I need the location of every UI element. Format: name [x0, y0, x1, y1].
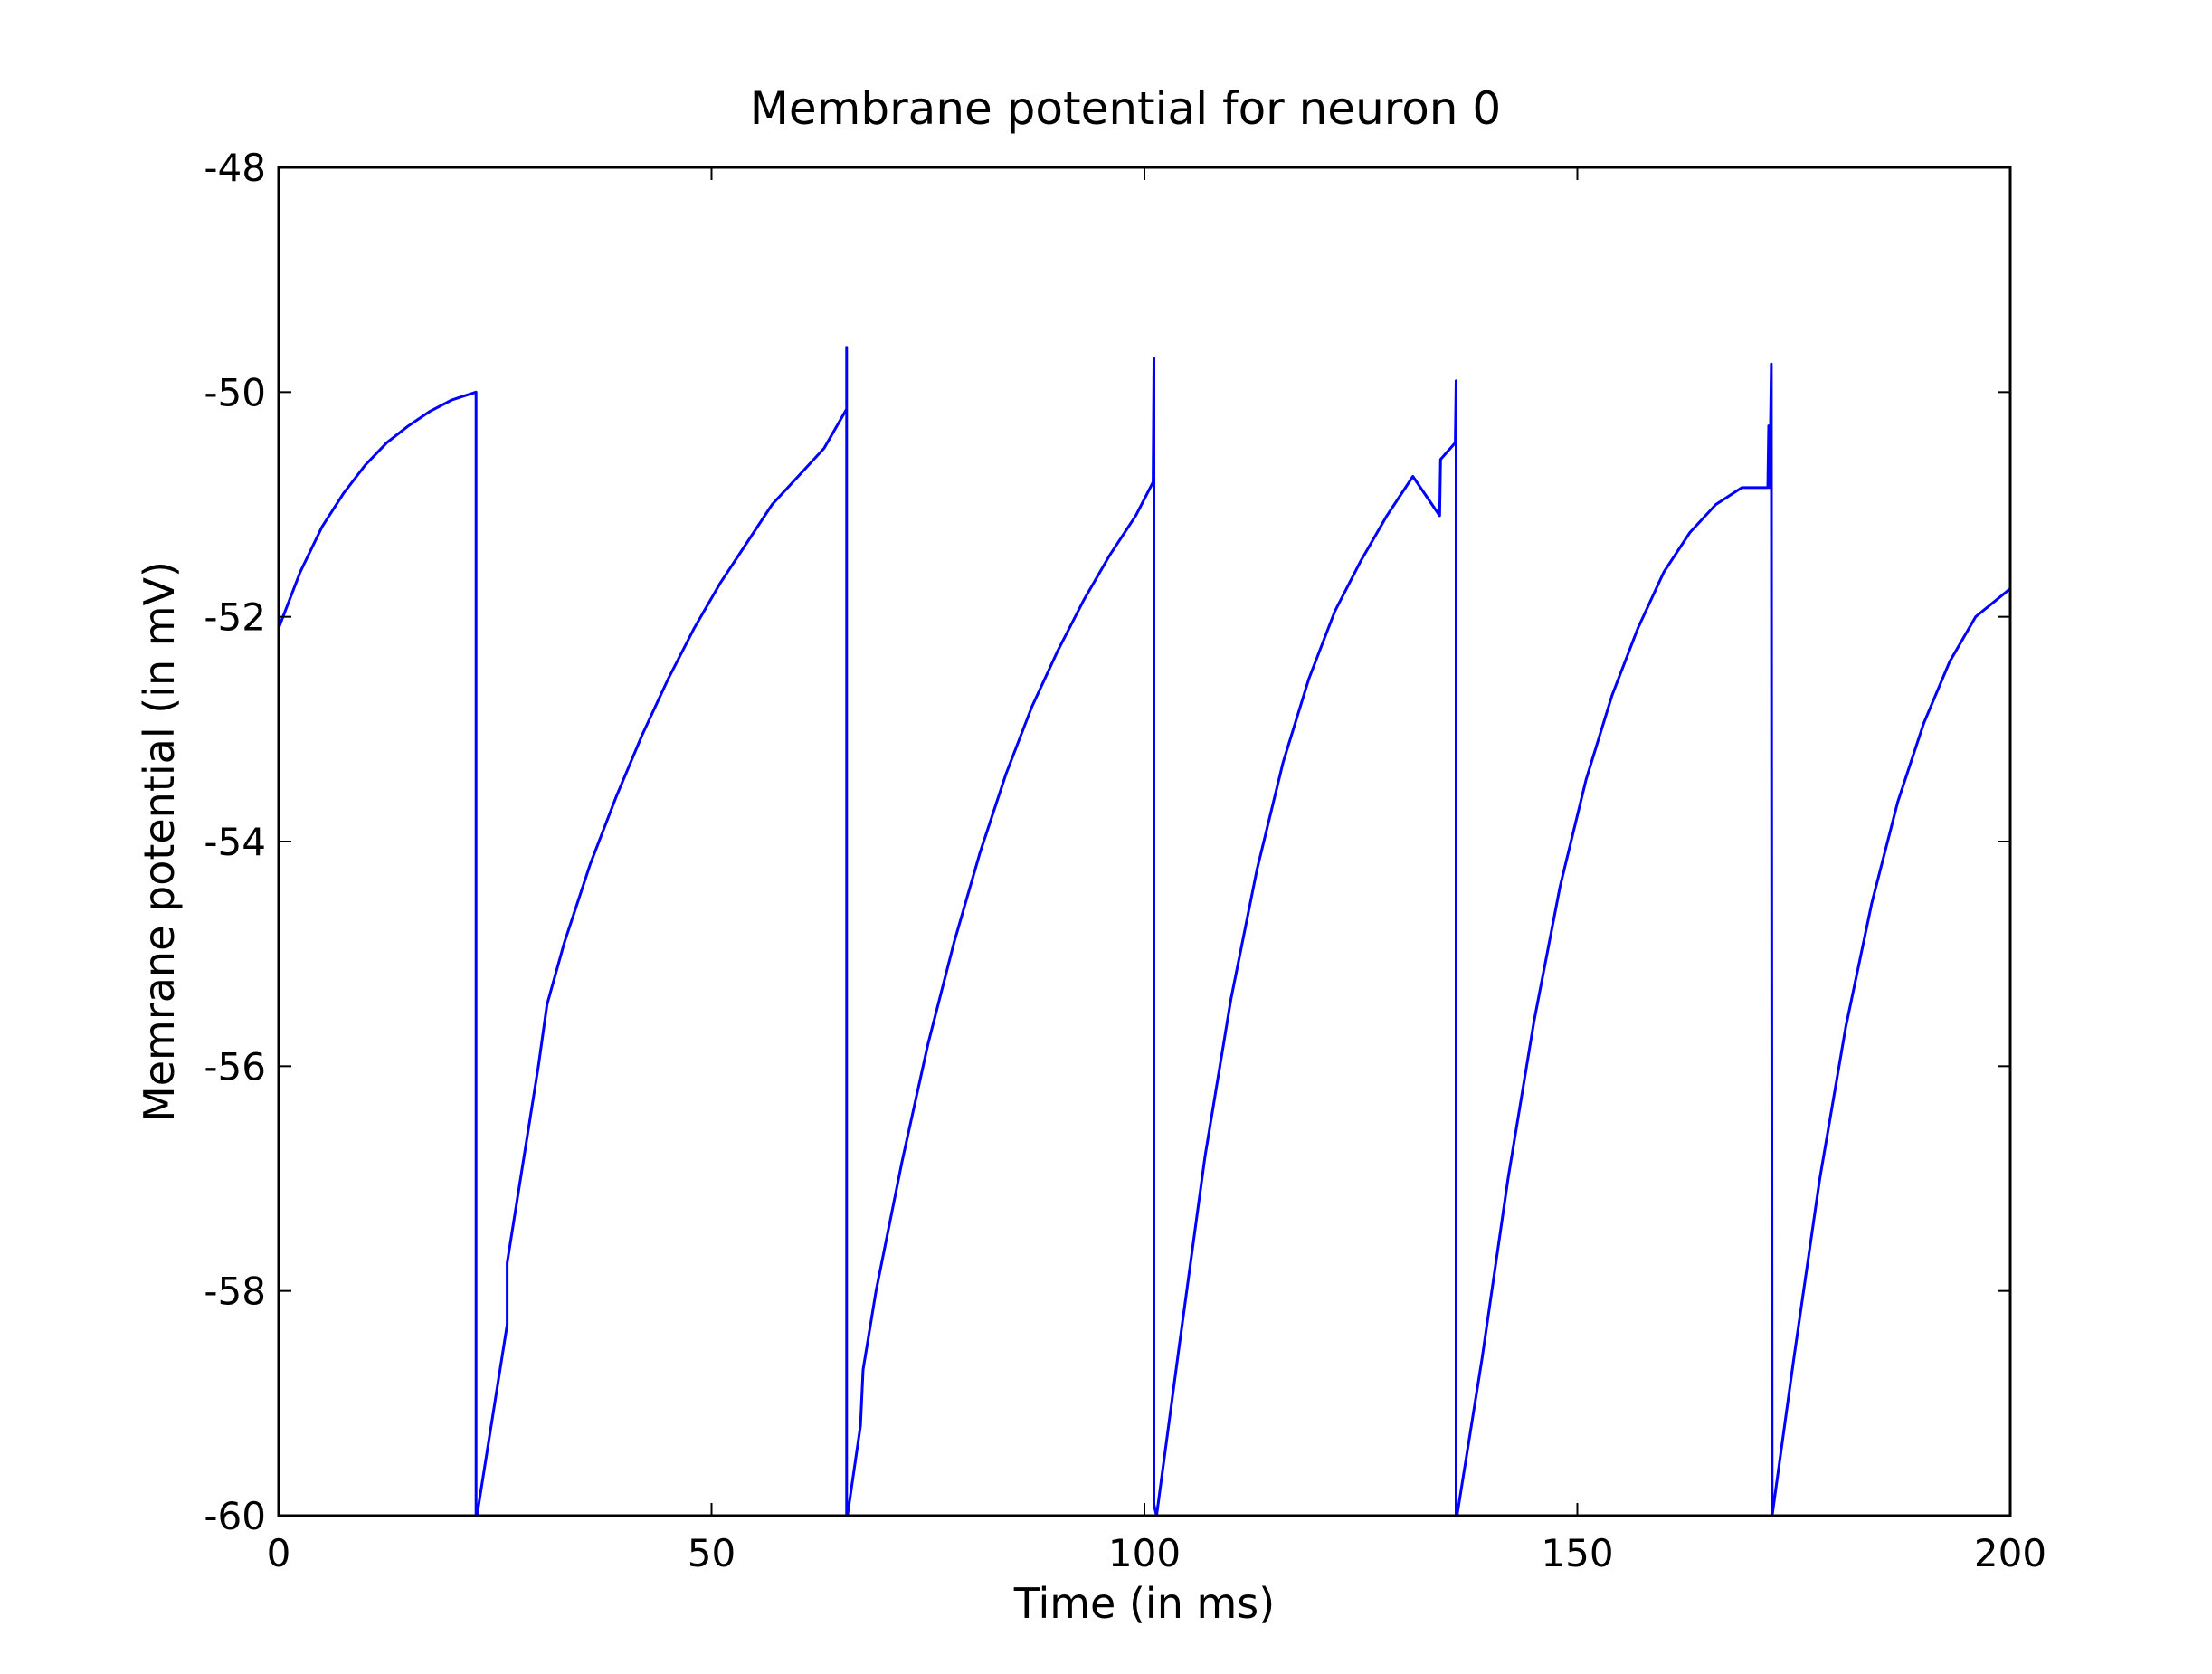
x-tick-label: 150 — [1541, 1531, 1613, 1575]
tick-layer: 0 50 100 150 200 -60 -58 -56 -54 -52 -50 -48 — [204, 146, 2046, 1575]
chart-title: Membrane potential for neuron 0 — [750, 82, 1501, 135]
x-tick-label: 50 — [688, 1531, 736, 1575]
y-axis-label: Memrane potential (in mV) — [135, 561, 184, 1122]
x-tick-label: 100 — [1108, 1531, 1181, 1575]
series-line-0 — [277, 346, 2011, 1517]
x-axis-label: Time (in ms) — [1013, 1579, 1275, 1628]
plot-frame — [277, 166, 2012, 1517]
y-tick-label: -54 — [204, 820, 266, 864]
y-tick-label: -58 — [204, 1270, 266, 1314]
plot-content — [277, 346, 2011, 1517]
y-tick-label: -52 — [204, 595, 266, 640]
y-tick-label: -48 — [204, 146, 266, 190]
x-tick-label: 200 — [1974, 1531, 2046, 1575]
y-tick-label: -50 — [204, 370, 266, 414]
y-tick-label: -56 — [204, 1044, 266, 1089]
y-tick-label: -60 — [204, 1494, 266, 1538]
x-tick-label: 0 — [267, 1531, 291, 1575]
